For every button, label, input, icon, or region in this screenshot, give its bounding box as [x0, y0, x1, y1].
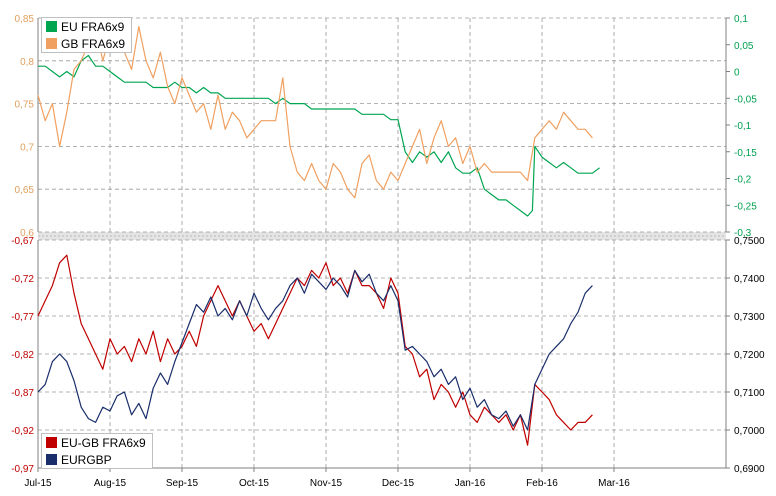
right-axis-tick-label: -0,05 — [734, 94, 757, 105]
legend-swatch-eurgbp — [46, 454, 57, 465]
left-axis-tick-label: 0,7 — [20, 142, 34, 153]
x-axis-tick-label: Oct-15 — [239, 478, 269, 489]
left-axis-tick-label: -0,92 — [11, 426, 34, 437]
series-line-0-1 — [37, 26, 593, 199]
x-axis-tick-label: Jan-16 — [455, 478, 486, 489]
left-axis-tick-label: -0,72 — [11, 274, 34, 285]
right-axis-tick-label: 0,7400 — [734, 274, 765, 285]
x-axis-tick-label: Jul-15 — [24, 478, 52, 489]
x-axis-tick-label: Dec-15 — [382, 478, 415, 489]
x-axis-tick-label: Sep-15 — [166, 478, 199, 489]
legend-label-eu-gb: EU-GB FRA6x9 — [61, 435, 146, 450]
left-axis-tick-label: -0,87 — [11, 388, 34, 399]
left-axis-tick-label: 0,85 — [15, 14, 35, 25]
legend-label-eurgbp: EURGBP — [61, 452, 112, 467]
x-axis-tick-label: Aug-15 — [94, 478, 127, 489]
right-axis-tick-label: -0,2 — [734, 175, 752, 186]
right-axis-tick-label: 0,7200 — [734, 350, 765, 361]
legend-label-eu-fra: EU FRA6x9 — [61, 19, 125, 34]
x-axis-tick-label: Feb-16 — [526, 478, 558, 489]
legend-swatch-gb-fra — [46, 38, 57, 49]
right-axis-tick-label: 0,1 — [734, 14, 748, 25]
series-line-1-0 — [37, 254, 593, 446]
legend-swatch-eu-gb — [46, 437, 57, 448]
series-line-0-0 — [38, 54, 600, 217]
right-axis-tick-label: 0,05 — [734, 41, 754, 52]
left-axis-tick-label: 0,8 — [20, 57, 34, 68]
legend-label-gb-fra: GB FRA6x9 — [61, 36, 126, 51]
top-legend: EU FRA6x9 GB FRA6x9 — [41, 17, 133, 53]
right-axis-tick-label: 0 — [734, 68, 740, 79]
right-axis-tick-label: 0,7300 — [734, 312, 765, 323]
right-axis-tick-label: -0,1 — [734, 121, 752, 132]
left-axis-tick-label: -0,82 — [11, 350, 34, 361]
legend-item-gb-fra: GB FRA6x9 — [42, 35, 131, 52]
right-axis-tick-label: -0,25 — [734, 201, 757, 212]
left-axis-tick-label: 0,6 — [20, 228, 34, 239]
left-axis-tick-label: -0,67 — [11, 236, 34, 247]
left-axis-tick-label: 0,65 — [15, 185, 35, 196]
right-axis-tick-label: 0,7100 — [734, 388, 765, 399]
left-axis-tick-label: 0,75 — [15, 100, 35, 111]
left-axis-tick-label: -0,97 — [11, 464, 34, 475]
series-line-1-1 — [37, 269, 593, 431]
legend-item-eu-fra: EU FRA6x9 — [42, 18, 131, 35]
legend-item-eu-gb: EU-GB FRA6x9 — [42, 434, 152, 451]
x-axis-tick-label: Mar-16 — [598, 478, 630, 489]
legend-swatch-eu-fra — [46, 21, 57, 32]
x-axis-tick-label: Nov-15 — [310, 478, 343, 489]
right-axis-tick-label: 0,7500 — [734, 236, 765, 247]
right-axis-tick-label: 0,6900 — [734, 464, 765, 475]
legend-item-eurgbp: EURGBP — [42, 451, 152, 468]
left-axis-tick-label: -0,77 — [11, 312, 34, 323]
bottom-legend: EU-GB FRA6x9 EURGBP — [41, 433, 153, 469]
right-axis-tick-label: 0,7000 — [734, 426, 765, 437]
right-axis-tick-label: -0,3 — [734, 228, 752, 239]
right-axis-tick-label: -0,15 — [734, 148, 757, 159]
